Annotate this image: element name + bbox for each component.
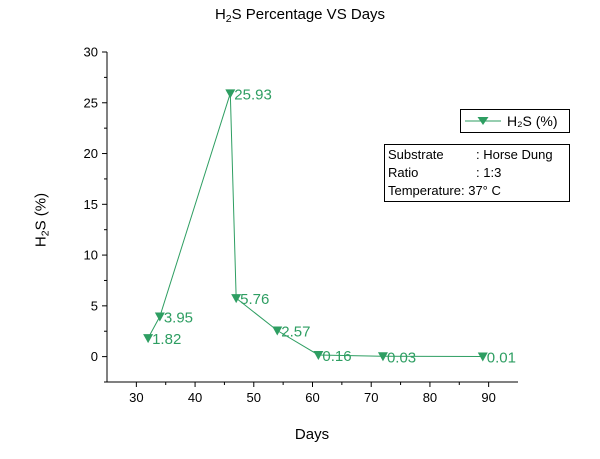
annotation-key: Ratio <box>388 165 419 180</box>
annotation-value: : Horse Dung <box>476 147 553 162</box>
annotation-row-substrate: Substrate : Horse Dung <box>388 146 553 164</box>
data-label: 1.82 <box>152 331 181 348</box>
legend: H₂S (%) <box>460 109 570 133</box>
data-label: 0.01 <box>487 350 516 367</box>
y-tick-label: 25 <box>84 95 98 110</box>
data-point <box>143 334 154 344</box>
data-label: 0.16 <box>322 348 351 365</box>
data-point <box>377 352 388 362</box>
data-point <box>154 312 165 322</box>
data-label: 3.95 <box>164 310 193 327</box>
x-tick-label: 90 <box>481 390 495 405</box>
data-point <box>313 350 324 360</box>
y-tick-label: 15 <box>84 197 98 212</box>
x-tick-label: 30 <box>129 390 143 405</box>
data-label: 25.93 <box>234 86 272 103</box>
x-tick-label: 40 <box>188 390 202 405</box>
data-label: 5.76 <box>240 291 269 308</box>
annotation-value: : 37° C <box>460 183 501 198</box>
y-tick-label: 5 <box>91 298 98 313</box>
x-axis-label: Days <box>294 426 330 443</box>
data-point <box>477 352 488 362</box>
legend-label: H₂S (%) <box>507 113 558 129</box>
x-tick-label: 50 <box>247 390 261 405</box>
data-point <box>225 89 236 99</box>
annotation-box: Substrate : Horse Dung Ratio : 1:3 Tempera… <box>384 144 570 202</box>
data-label: 0.03 <box>387 349 416 366</box>
y-tick-label: 20 <box>84 146 98 161</box>
data-label: 2.57 <box>281 324 310 341</box>
annotation-key: Substrate <box>388 147 444 162</box>
x-tick-label: 80 <box>423 390 437 405</box>
chart-title: H2S Percentage VS Days <box>214 6 386 25</box>
y-tick-label: 30 <box>84 45 98 60</box>
data-point <box>231 294 242 304</box>
annotation-value: : 1:3 <box>476 165 502 180</box>
y-axis-label: H2S (%) <box>32 192 52 248</box>
annotation-key: Temperature <box>388 183 461 198</box>
annotation-row-ratio: Ratio : 1:3 <box>388 164 501 182</box>
data-point <box>272 326 283 336</box>
annotation-row-temperature: Temperature: 37° C <box>388 182 501 200</box>
x-tick-label: 60 <box>305 390 319 405</box>
y-tick-label: 10 <box>84 248 98 263</box>
y-tick-label: 0 <box>91 349 98 364</box>
series-line <box>147 93 483 358</box>
legend-marker <box>465 117 501 125</box>
x-tick-label: 70 <box>364 390 378 405</box>
